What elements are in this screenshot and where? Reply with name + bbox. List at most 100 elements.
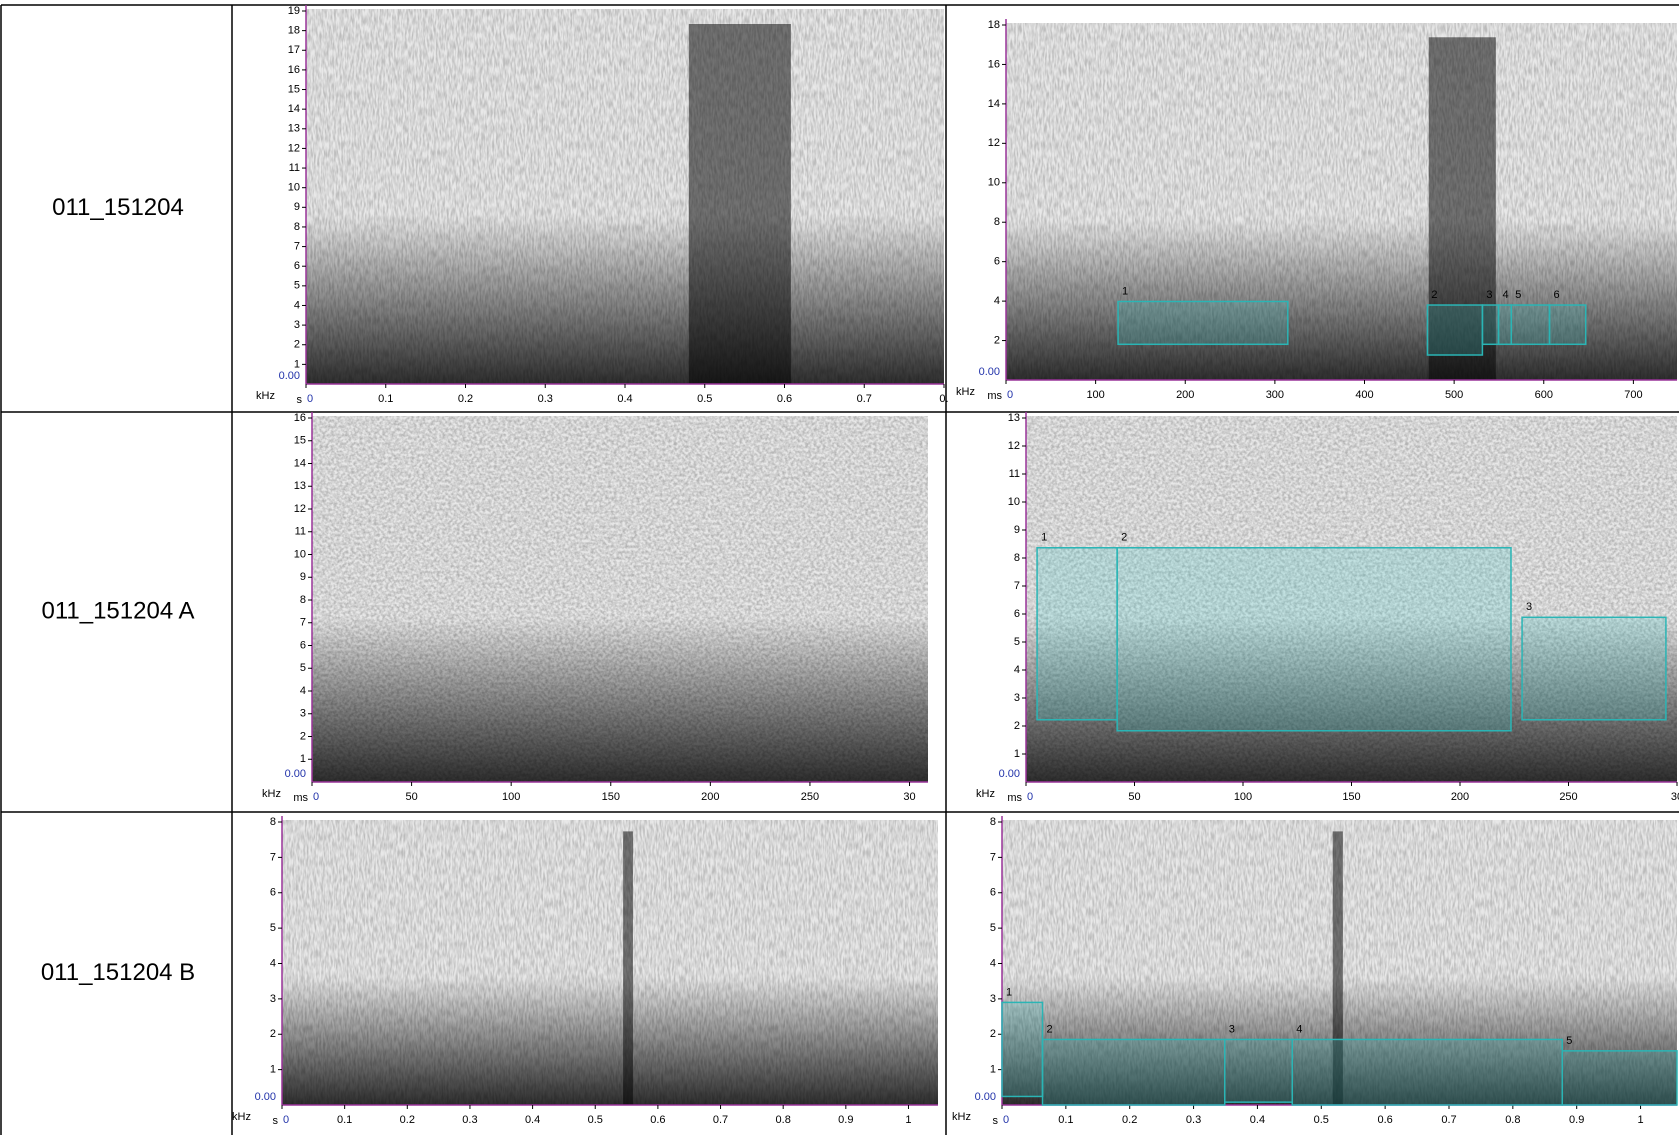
- y-tick-label: 4: [294, 299, 300, 311]
- y-tick-label: 4: [994, 295, 1000, 307]
- x-tick-label: 0.5: [697, 393, 712, 405]
- y-tick-label: 6: [294, 260, 300, 272]
- x-tick-label: 0.4: [1250, 1114, 1265, 1126]
- y-tick-label: 19: [288, 5, 300, 17]
- x-tick-label: 0.8: [776, 1114, 791, 1126]
- selection-box-label: 3: [1229, 1023, 1235, 1035]
- y-tick-label: 12: [288, 142, 300, 154]
- x-tick-label: 0: [1027, 791, 1033, 803]
- x-unit: s: [993, 1115, 999, 1127]
- y-tick-label: 4: [1014, 664, 1020, 676]
- y-tick-label: 15: [288, 83, 300, 95]
- selection-box: [1497, 304, 1513, 346]
- x-tick-label: 0.2: [1122, 1114, 1137, 1126]
- x-tick-label: 0: [307, 393, 313, 405]
- x-tick-label: 0.7: [1441, 1114, 1456, 1126]
- y-tick-label: 4: [300, 685, 306, 697]
- x-unit: ms: [1007, 792, 1022, 804]
- y-tick-label: 10: [288, 182, 300, 194]
- y-tick-label: 5: [990, 922, 996, 934]
- x-tick-label: 30: [1671, 791, 1679, 803]
- selection-box: [1548, 304, 1587, 346]
- y-tick-label: 12: [294, 503, 306, 515]
- x-tick-label: 600: [1535, 389, 1553, 401]
- selection-box-label: 3: [1526, 601, 1532, 613]
- y-unit: kHz: [232, 1111, 251, 1123]
- x-tick-label: 0.4: [617, 393, 632, 405]
- x-tick-label: 0.8: [1505, 1114, 1520, 1126]
- row-label: 011_151204: [52, 194, 184, 221]
- x-tick-label: 250: [801, 791, 819, 803]
- y-tick-label: 5: [1014, 636, 1020, 648]
- y-tick-label: 7: [300, 617, 306, 629]
- y-tick-label: 2: [294, 339, 300, 351]
- y-zero-label: 0.00: [285, 768, 306, 780]
- row-label: 011_151204 A: [41, 597, 194, 624]
- x-tick-label: 0.7: [713, 1114, 728, 1126]
- y-tick-label: 17: [288, 44, 300, 56]
- x-tick-label: 0.5: [588, 1114, 603, 1126]
- spectrogram-low-band: [282, 820, 938, 1105]
- y-tick-label: 3: [270, 993, 276, 1005]
- y-tick-label: 6: [270, 887, 276, 899]
- y-tick-label: 12: [988, 137, 1000, 149]
- x-tick-label: 0.6: [1377, 1114, 1392, 1126]
- y-tick-label: 1: [300, 753, 306, 765]
- x-tick-label: 0.1: [337, 1114, 352, 1126]
- y-tick-label: 5: [294, 280, 300, 292]
- x-tick-label: 0.2: [400, 1114, 415, 1126]
- x-unit: ms: [293, 792, 308, 804]
- y-tick-label: 1: [270, 1064, 276, 1076]
- x-tick-label: 100: [1086, 389, 1104, 401]
- y-unit: kHz: [976, 788, 995, 800]
- y-tick-label: 6: [990, 887, 996, 899]
- selection-box: [1291, 1038, 1563, 1106]
- y-tick-label: 1: [1014, 748, 1020, 760]
- x-tick-label: 1: [905, 1114, 911, 1126]
- selection-box: [1001, 1001, 1044, 1098]
- y-tick-label: 14: [294, 457, 306, 469]
- x-tick-label: 250: [1559, 791, 1577, 803]
- selection-box: [1116, 547, 1512, 732]
- spectrogram-panel: 1 2 3 4 5 6 7 8 0.00 kHz s 0 0.1 0.2 0.3 0.4 0.5 0.6 0.7 0.…: [232, 816, 938, 1127]
- x-tick-label: 150: [1342, 791, 1360, 803]
- y-zero-label: 0.00: [979, 366, 1000, 378]
- x-tick-label: 100: [1234, 791, 1252, 803]
- y-tick-label: 16: [294, 412, 306, 424]
- x-tick-label: 0.4: [525, 1114, 540, 1126]
- y-tick-label: 8: [270, 816, 276, 828]
- x-tick-label: 200: [701, 791, 719, 803]
- y-tick-label: 2: [1014, 720, 1020, 732]
- x-tick-label: 0.6: [777, 393, 792, 405]
- selection-box: [1561, 1050, 1678, 1106]
- selection-box: [1481, 304, 1500, 346]
- y-tick-label: 2: [270, 1028, 276, 1040]
- x-tick-label: 1: [1637, 1114, 1643, 1126]
- selection-box-label: 1: [1041, 532, 1047, 544]
- y-unit: kHz: [956, 386, 975, 398]
- y-tick-label: 6: [1014, 608, 1020, 620]
- x-tick-label: 200: [1176, 389, 1194, 401]
- y-tick-label: 3: [294, 319, 300, 331]
- y-tick-label: 2: [300, 730, 306, 742]
- y-tick-label: 7: [1014, 580, 1020, 592]
- y-tick-label: 7: [990, 851, 996, 863]
- x-tick-label: 0.7: [857, 393, 872, 405]
- y-tick-label: 18: [988, 19, 1000, 31]
- x-tick-label: 30: [903, 791, 915, 803]
- y-tick-label: 14: [288, 103, 300, 115]
- selection-box-label: 6: [1554, 289, 1560, 301]
- x-tick-label: 0.3: [1186, 1114, 1201, 1126]
- x-tick-label: 0.3: [462, 1114, 477, 1126]
- y-tick-label: 13: [1008, 412, 1020, 424]
- y-tick-label: 13: [294, 480, 306, 492]
- x-tick-label: 50: [1128, 791, 1140, 803]
- y-tick-label: 2: [994, 334, 1000, 346]
- x-tick-label: 0.9: [838, 1114, 853, 1126]
- x-unit: s: [273, 1115, 279, 1127]
- x-tick-label: 0.9: [1569, 1114, 1584, 1126]
- x-tick-label: 0: [1007, 389, 1013, 401]
- x-tick-label: 0: [1003, 1114, 1009, 1126]
